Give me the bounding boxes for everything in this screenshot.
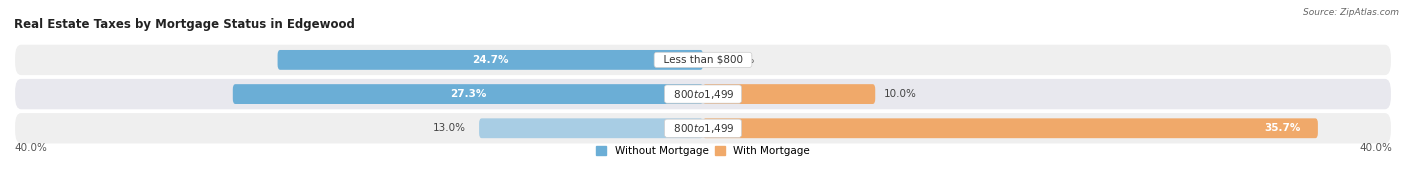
Text: Real Estate Taxes by Mortgage Status in Edgewood: Real Estate Taxes by Mortgage Status in … (14, 18, 354, 31)
Text: 27.3%: 27.3% (450, 89, 486, 99)
Text: 24.7%: 24.7% (472, 55, 509, 65)
Text: Source: ZipAtlas.com: Source: ZipAtlas.com (1303, 8, 1399, 17)
Text: 0.0%: 0.0% (728, 55, 755, 65)
FancyBboxPatch shape (277, 50, 703, 70)
Text: 40.0%: 40.0% (14, 143, 46, 153)
FancyBboxPatch shape (703, 84, 875, 104)
Text: $800 to $1,499: $800 to $1,499 (666, 88, 740, 101)
FancyBboxPatch shape (703, 118, 1317, 138)
Text: 40.0%: 40.0% (1360, 143, 1392, 153)
FancyBboxPatch shape (233, 84, 703, 104)
Text: 10.0%: 10.0% (884, 89, 917, 99)
FancyBboxPatch shape (14, 44, 1392, 76)
Text: Less than $800: Less than $800 (657, 55, 749, 65)
FancyBboxPatch shape (14, 112, 1392, 144)
Text: 13.0%: 13.0% (432, 123, 465, 133)
Text: 35.7%: 35.7% (1264, 123, 1301, 133)
Text: $800 to $1,499: $800 to $1,499 (666, 122, 740, 135)
FancyBboxPatch shape (479, 118, 703, 138)
Legend: Without Mortgage, With Mortgage: Without Mortgage, With Mortgage (595, 145, 811, 157)
FancyBboxPatch shape (14, 78, 1392, 110)
